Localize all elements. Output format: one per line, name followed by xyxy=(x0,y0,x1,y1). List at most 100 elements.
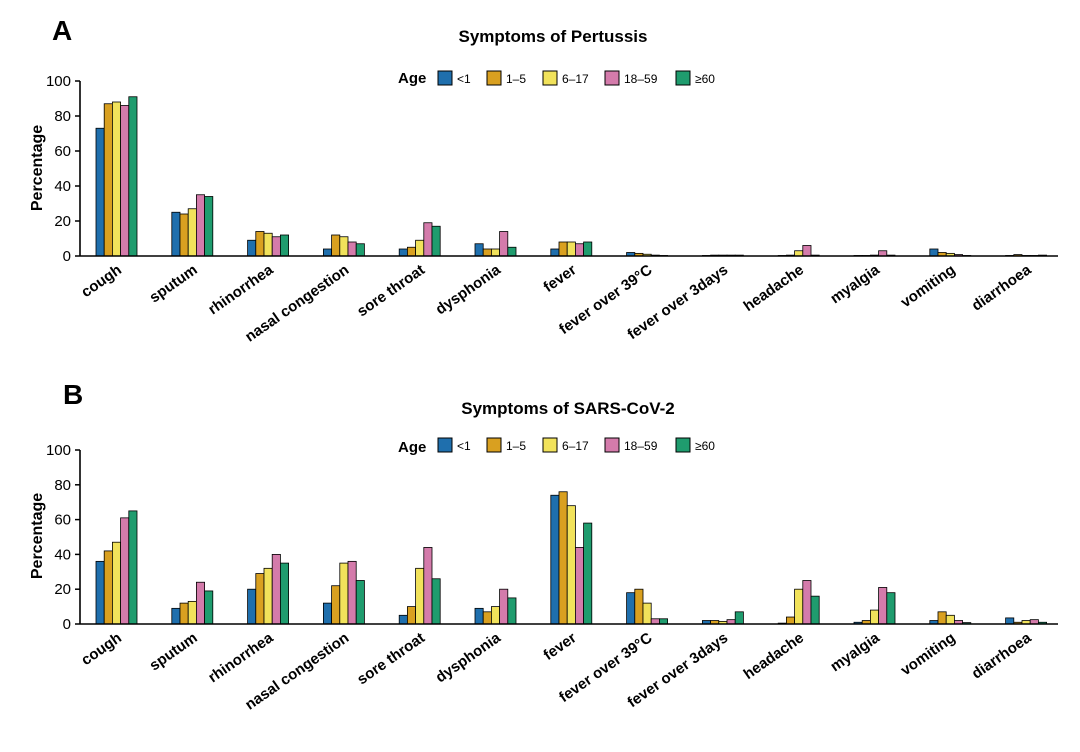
legend-label-b: <1 xyxy=(457,439,471,453)
legend-swatch-b xyxy=(542,437,558,453)
legend-label-a: 18–59 xyxy=(624,72,658,86)
bar-b xyxy=(870,609,880,625)
legend-swatch-a xyxy=(486,70,502,86)
bar-b xyxy=(937,611,947,625)
y-tick-label-a: 80 xyxy=(54,108,71,125)
bar-a xyxy=(120,105,130,257)
legend-swatch-a xyxy=(675,70,691,86)
category-label-b: diarrhoea xyxy=(969,629,1035,683)
bar-a xyxy=(279,234,289,257)
bar-b xyxy=(355,580,365,625)
y-tick-label-b: 20 xyxy=(54,581,71,598)
bar-b xyxy=(575,547,585,625)
y-tick-label-a: 100 xyxy=(46,73,71,90)
bar-a xyxy=(187,208,197,257)
y-tick-label-b: 60 xyxy=(54,512,71,529)
bar-b xyxy=(398,614,408,625)
legend-swatch-b xyxy=(486,437,502,453)
category-label-b: fever xyxy=(540,629,579,664)
legend-swatch-a xyxy=(542,70,558,86)
y-tick-label-a: 60 xyxy=(54,143,71,160)
bar-b xyxy=(566,505,576,625)
chart-title-a: Symptoms of Pertussis xyxy=(459,27,648,46)
bar-a xyxy=(406,246,416,257)
legend-label-b: 6–17 xyxy=(562,439,589,453)
bar-a xyxy=(575,243,585,257)
category-label-a: myalgia xyxy=(827,261,883,307)
bar-b xyxy=(247,588,257,625)
bar-a xyxy=(255,231,265,257)
category-label-b: dysphonia xyxy=(433,629,505,686)
panel-letter-a: A xyxy=(52,15,72,46)
y-tick-label-a: 20 xyxy=(54,213,71,230)
bar-a xyxy=(171,211,181,257)
bar-a xyxy=(929,248,939,257)
bar-b xyxy=(482,611,492,625)
legend-swatch-b xyxy=(437,437,453,453)
y-tick-label-b: 0 xyxy=(63,616,71,633)
legend-label-a: 1–5 xyxy=(506,72,526,86)
category-label-a: headache xyxy=(741,261,807,315)
bar-b xyxy=(499,588,509,625)
bar-b xyxy=(945,614,955,625)
category-label-b: rhinorrhea xyxy=(205,629,277,686)
bar-a xyxy=(558,241,568,257)
category-label-b: sore throat xyxy=(354,629,428,688)
bar-b xyxy=(103,550,113,625)
panel-letter-b: B xyxy=(63,379,83,410)
category-label-b: headache xyxy=(741,629,807,683)
bar-a xyxy=(103,103,113,257)
bar-a xyxy=(431,225,441,257)
bar-a xyxy=(179,213,189,257)
bar-a xyxy=(271,236,281,257)
bar-b xyxy=(886,592,896,625)
bar-a xyxy=(247,239,257,257)
legend-title-a: Age xyxy=(398,70,426,87)
bar-a xyxy=(474,243,484,257)
legend-label-b: 1–5 xyxy=(506,439,526,453)
bar-a xyxy=(482,248,492,257)
category-label-a: sore throat xyxy=(354,261,428,320)
bar-b xyxy=(263,567,273,625)
y-tick-label-b: 100 xyxy=(46,442,71,459)
bar-a xyxy=(95,127,105,257)
bar-b xyxy=(406,606,416,625)
bar-b xyxy=(347,560,357,625)
bar-b xyxy=(507,597,517,625)
bar-b xyxy=(279,562,289,625)
legend-swatch-b xyxy=(675,437,691,453)
bar-a xyxy=(490,248,500,257)
legend-swatch-a xyxy=(437,70,453,86)
bar-a xyxy=(398,248,408,257)
category-label-a: cough xyxy=(78,261,125,301)
y-tick-label-b: 80 xyxy=(54,477,71,494)
legend-swatch-a xyxy=(604,70,620,86)
bar-a xyxy=(331,234,341,257)
bar-b xyxy=(583,522,593,625)
bar-b xyxy=(802,580,812,625)
category-label-b: vomiting xyxy=(898,629,959,679)
bar-b xyxy=(415,567,425,625)
y-axis-label-a: Percentage xyxy=(29,125,46,211)
bar-b xyxy=(204,590,214,625)
bar-b xyxy=(112,541,122,625)
bar-b xyxy=(95,560,105,625)
bar-a xyxy=(507,246,517,257)
chart-title-b: Symptoms of SARS-CoV-2 xyxy=(461,399,674,418)
legend-swatch-b xyxy=(604,437,620,453)
bar-b xyxy=(255,573,265,625)
bar-b xyxy=(1005,617,1015,625)
bar-b xyxy=(187,600,197,625)
bar-a xyxy=(128,96,138,257)
bar-a xyxy=(499,231,509,257)
bar-b xyxy=(810,595,820,625)
y-tick-label-a: 0 xyxy=(63,248,71,265)
legend-label-a: ≥60 xyxy=(695,72,715,86)
bar-a xyxy=(195,194,205,257)
bar-a xyxy=(322,248,332,257)
bar-a xyxy=(566,241,576,257)
bar-a xyxy=(204,196,214,257)
y-tick-label-b: 40 xyxy=(54,546,71,563)
legend-label-a: 6–17 xyxy=(562,72,589,86)
bar-a xyxy=(550,248,560,257)
